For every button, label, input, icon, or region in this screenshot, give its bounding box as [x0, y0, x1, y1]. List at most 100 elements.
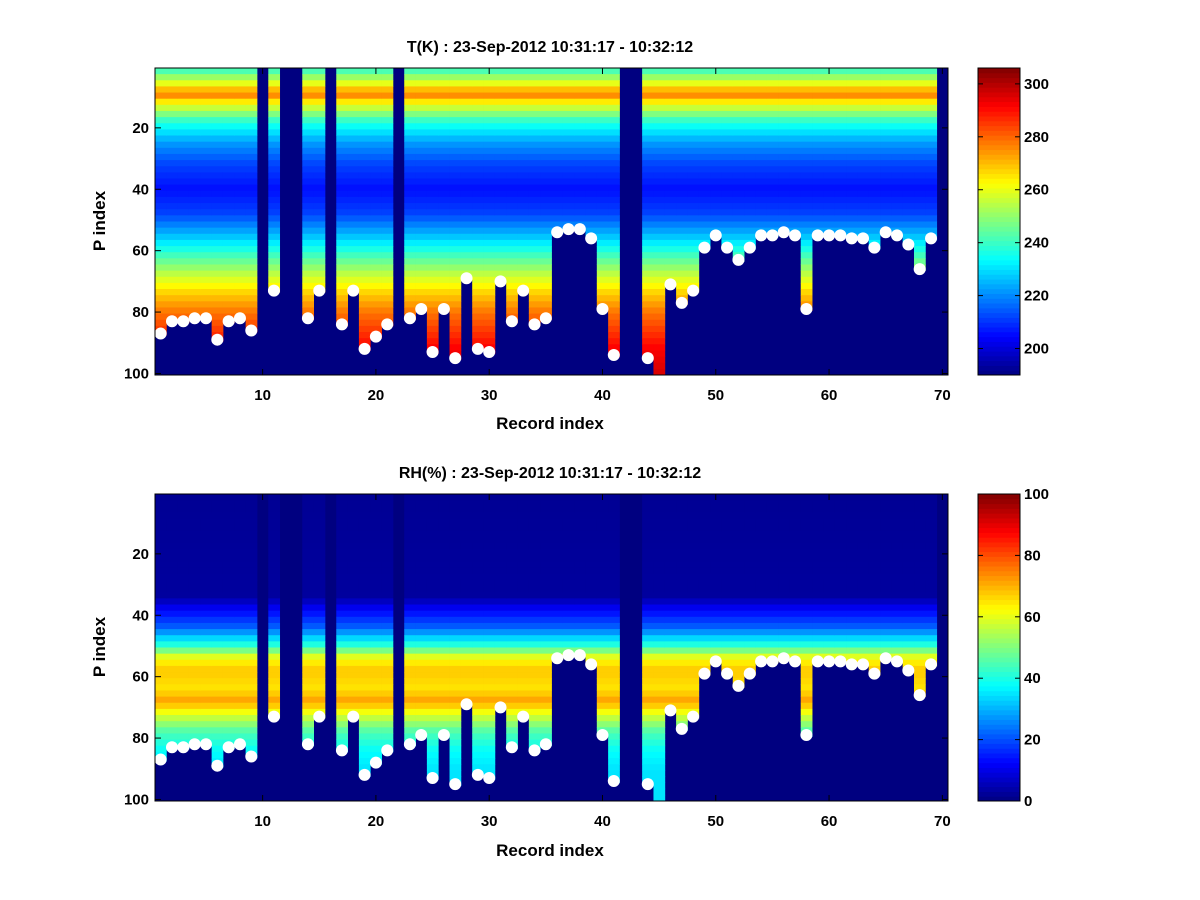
heatmap-cell	[200, 141, 213, 149]
heatmap-cell	[857, 123, 870, 130]
heatmap-cell	[222, 252, 235, 259]
heatmap-cell	[200, 258, 213, 265]
heatmap-cell	[460, 641, 473, 648]
heatmap-cell	[540, 622, 552, 630]
x-tick-label: 60	[821, 813, 838, 830]
heatmap-cell	[789, 586, 802, 593]
heatmap-cell	[914, 258, 926, 265]
heatmap-cell	[460, 68, 473, 75]
heatmap-cell	[653, 684, 666, 691]
heatmap-cell	[823, 215, 836, 222]
heatmap-cell	[846, 178, 858, 186]
heatmap-cell	[596, 258, 609, 265]
heatmap-cell	[302, 561, 314, 569]
heatmap-cell	[166, 604, 179, 612]
heatmap-cell	[438, 708, 450, 716]
heatmap-cell	[925, 622, 938, 630]
heatmap-cell	[268, 196, 281, 204]
heatmap-cell	[370, 739, 382, 747]
heatmap-cell	[608, 598, 620, 605]
colorbar-segment	[978, 288, 1020, 294]
heatmap-cell	[483, 604, 496, 612]
heatmap-cell	[755, 153, 768, 161]
heatmap-cell	[188, 282, 201, 290]
heatmap-cell	[313, 635, 326, 642]
profile-marker	[596, 303, 609, 315]
heatmap-cell	[766, 98, 779, 106]
heatmap-cell	[687, 672, 700, 679]
heatmap-cell	[846, 129, 858, 136]
heatmap-cell	[744, 616, 756, 624]
heatmap-cell	[188, 500, 201, 507]
heatmap-cell	[370, 276, 382, 284]
heatmap-cell	[676, 672, 688, 679]
colorbar-segment	[978, 637, 1020, 644]
heatmap-cell	[540, 604, 552, 612]
heatmap-cell	[642, 227, 654, 235]
heatmap-cell	[800, 543, 813, 550]
heatmap-cell	[698, 141, 711, 149]
profile-marker	[879, 226, 892, 239]
heatmap-cell	[358, 258, 371, 265]
heatmap-cell	[472, 653, 484, 661]
heatmap-cell	[426, 172, 439, 179]
heatmap-cell	[313, 172, 326, 179]
heatmap-cell	[438, 270, 450, 278]
heatmap-cell	[925, 641, 938, 648]
heatmap-cell	[302, 641, 314, 648]
heatmap-cell	[755, 147, 768, 155]
heatmap-cell	[664, 518, 677, 526]
heatmap-cell	[200, 184, 213, 192]
heatmap-cell	[166, 524, 179, 532]
heatmap-cell	[778, 524, 790, 532]
heatmap-cell	[404, 512, 416, 519]
heatmap-cell	[891, 196, 904, 204]
heatmap-cell	[653, 147, 666, 155]
heatmap-cell	[370, 690, 382, 698]
heatmap-cell	[166, 98, 179, 106]
heatmap-cell	[222, 610, 235, 618]
heatmap-cell	[506, 276, 518, 284]
heatmap-cell	[166, 592, 179, 599]
heatmap-cell	[528, 500, 541, 507]
heatmap-cell	[744, 178, 756, 186]
heatmap-cell	[891, 74, 904, 81]
heatmap-cell	[925, 494, 938, 501]
heatmap-cell	[755, 80, 768, 87]
heatmap-cell	[585, 153, 598, 161]
heatmap-cell	[687, 696, 700, 704]
heatmap-cell	[642, 117, 654, 124]
heatmap-cell	[268, 653, 281, 661]
heatmap-cell	[494, 549, 507, 556]
heatmap-cell	[902, 647, 915, 655]
heatmap-cell	[381, 518, 394, 526]
profile-marker	[834, 229, 847, 242]
heatmap-cell	[517, 530, 530, 538]
heatmap-cell	[868, 86, 881, 93]
heatmap-cell	[313, 209, 326, 216]
heatmap-cell	[358, 506, 371, 513]
heatmap-cell	[381, 500, 394, 507]
heatmap-cell	[710, 160, 722, 167]
heatmap-cell	[834, 561, 847, 569]
heatmap-cell	[472, 190, 484, 198]
heatmap-cell	[234, 653, 247, 661]
heatmap-cell	[336, 684, 348, 691]
heatmap-cell	[914, 215, 926, 222]
heatmap-cell	[540, 733, 552, 740]
heatmap-cell	[914, 641, 926, 648]
heatmap-cell	[710, 123, 722, 130]
heatmap-cell	[914, 92, 926, 100]
heatmap-cell	[562, 506, 575, 513]
heatmap-cell	[358, 512, 371, 519]
heatmap-cell	[528, 512, 541, 519]
heatmap-cell	[596, 715, 609, 722]
heatmap-cell	[155, 678, 167, 685]
colorbar-segment	[978, 498, 1020, 505]
heatmap-cell	[200, 104, 213, 112]
heatmap-cell	[528, 209, 541, 216]
heatmap-cell	[778, 178, 790, 186]
heatmap-cell	[732, 160, 745, 167]
heatmap-cell	[166, 110, 179, 118]
heatmap-cell	[358, 598, 371, 605]
